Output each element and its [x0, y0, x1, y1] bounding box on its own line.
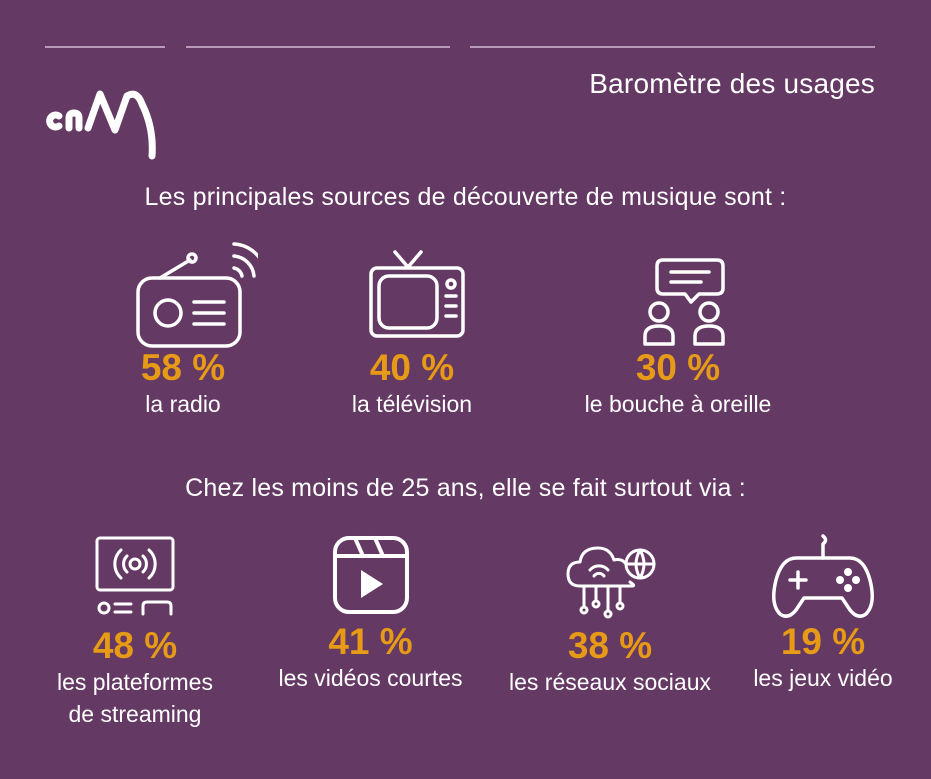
television-percent: 40 % — [369, 347, 455, 388]
television-label: la télévision — [351, 391, 473, 417]
section1-heading: Les principales sources de découverte de… — [144, 183, 787, 211]
top-rule-middle — [186, 46, 450, 48]
streaming-device-icon — [95, 536, 175, 616]
radio-percent: 58 % — [140, 347, 226, 388]
source-word-of-mouth: 30 % le bouche à oreille — [548, 238, 808, 420]
youth-video-games: 19 % les jeux vidéo — [738, 530, 908, 694]
video-games-label: les jeux vidéo — [753, 665, 893, 691]
word-of-mouth-percent: 30 % — [635, 347, 721, 388]
streaming-label-line2: de streaming — [68, 701, 202, 727]
short-videos-label: les vidéos courtes — [278, 665, 463, 691]
radio-icon — [136, 242, 258, 348]
source-television: 40 % la télévision — [322, 238, 502, 420]
top-rule-right — [470, 46, 875, 48]
youth-short-videos: 41 % les vidéos courtes — [258, 530, 483, 694]
streaming-label-line1: les plateformes — [57, 669, 213, 695]
youth-streaming: 48 % les plateformes de streaming — [30, 530, 240, 730]
cnm-logo — [46, 90, 156, 160]
social-networks-percent: 38 % — [567, 625, 653, 666]
top-rule-left — [45, 46, 165, 48]
short-videos-percent: 41 % — [328, 621, 413, 662]
radio-label: la radio — [145, 391, 221, 417]
social-networks-label: les réseaux sociaux — [509, 669, 711, 695]
television-icon — [369, 250, 465, 338]
source-radio: 58 % la radio — [98, 238, 268, 420]
streaming-percent: 48 % — [92, 625, 178, 666]
conversation-icon — [643, 258, 725, 346]
video-games-percent: 19 % — [780, 621, 866, 662]
section2-heading: Chez les moins de 25 ans, elle se fait s… — [185, 474, 746, 502]
gamepad-icon — [772, 534, 874, 618]
page-subtitle: Baromètre des usages — [589, 68, 875, 99]
cloud-network-icon — [566, 546, 656, 619]
word-of-mouth-label: le bouche à oreille — [584, 391, 772, 417]
youth-social-networks: 38 % les réseaux sociaux — [490, 530, 730, 698]
video-play-icon — [332, 536, 409, 614]
